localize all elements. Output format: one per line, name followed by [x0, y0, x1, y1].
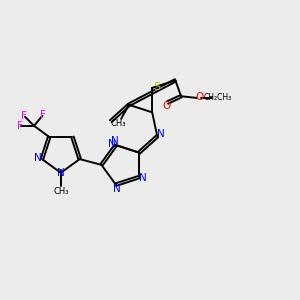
Text: N: N: [139, 173, 147, 183]
Text: F: F: [17, 121, 22, 131]
Text: O: O: [163, 100, 171, 110]
Text: O: O: [196, 92, 204, 102]
Text: F: F: [40, 110, 46, 120]
Text: N: N: [113, 184, 121, 194]
Text: S: S: [154, 82, 161, 92]
Text: N: N: [108, 139, 116, 149]
Text: F: F: [21, 111, 27, 121]
Text: N: N: [158, 129, 165, 139]
Text: CH₃: CH₃: [110, 119, 126, 128]
Text: N: N: [34, 153, 42, 163]
Text: N: N: [57, 168, 65, 178]
Text: CH₂CH₃: CH₂CH₃: [203, 94, 232, 103]
Text: N: N: [111, 136, 119, 146]
Text: CH₃: CH₃: [53, 187, 69, 196]
